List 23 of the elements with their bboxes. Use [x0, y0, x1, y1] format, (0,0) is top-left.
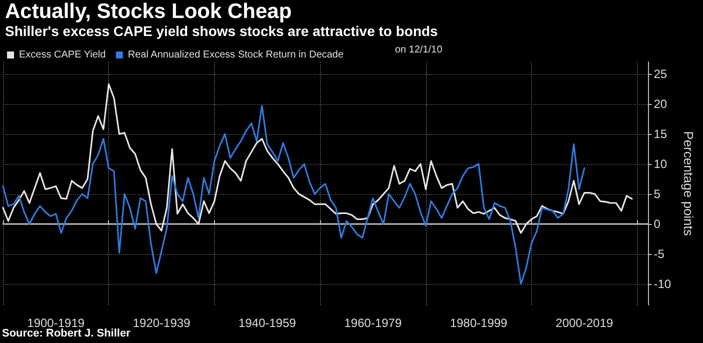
x-tick-label: 2000-2019 — [556, 316, 614, 330]
y-tick-label: 0 — [654, 217, 661, 231]
y-tick-label: 10 — [654, 157, 668, 171]
chart-title: Actually, Stocks Look Cheap — [5, 0, 292, 23]
x-tick-label: 1960-1979 — [344, 316, 402, 330]
x-tick-label: 1980-1999 — [450, 316, 508, 330]
x-tick-label: 1900-1919 — [27, 316, 85, 330]
x-tick-label: 1920-1939 — [132, 316, 191, 330]
legend-label: Excess CAPE Yield — [19, 50, 106, 60]
legend-label: Real Annualized Excess Stock Return in Decade — [128, 50, 344, 60]
y-tick-label: -5 — [654, 247, 665, 261]
line-series — [2, 83, 633, 234]
y-axis-title: Percentage points — [681, 131, 696, 236]
y-tick-label: 15 — [654, 127, 668, 141]
line-series — [2, 105, 586, 285]
y-tick-label: -10 — [654, 277, 672, 291]
y-tick-label: 25 — [654, 67, 668, 81]
x-tick-label: 1940-1959 — [238, 316, 296, 330]
chart-subtitle: Shiller's excess CAPE yield shows stocks are attractive to bonds — [5, 23, 438, 39]
y-tick-label: 5 — [654, 187, 661, 201]
y-tick-label: 20 — [654, 97, 668, 111]
source-note: Source: Robert J. Shiller — [2, 328, 132, 340]
text: on 12/1/10 — [395, 44, 443, 56]
